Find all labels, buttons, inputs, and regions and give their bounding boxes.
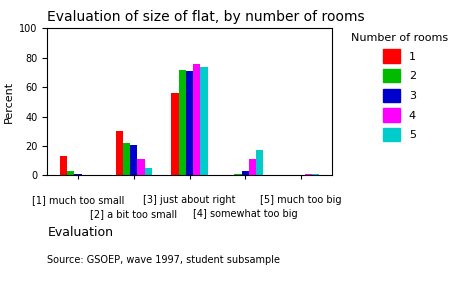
Bar	[116, 131, 123, 175]
Bar	[123, 143, 130, 175]
Legend: 1, 2, 3, 4, 5: 1, 2, 3, 4, 5	[349, 31, 450, 144]
Bar	[256, 151, 264, 175]
Bar	[137, 159, 145, 175]
Text: Source: GSOEP, wave 1997, student subsample: Source: GSOEP, wave 1997, student subsam…	[47, 255, 281, 265]
Bar	[249, 159, 256, 175]
Y-axis label: Percent: Percent	[4, 81, 14, 123]
Bar	[172, 93, 179, 175]
Bar	[145, 168, 152, 175]
Bar	[235, 174, 242, 175]
Bar	[74, 174, 82, 175]
Bar	[60, 156, 67, 175]
Bar	[193, 64, 201, 175]
Text: Evaluation of size of flat, by number of rooms: Evaluation of size of flat, by number of…	[47, 10, 365, 24]
Bar	[305, 174, 312, 175]
Bar	[312, 174, 319, 175]
Text: [5] much too big: [5] much too big	[260, 195, 342, 205]
Text: [4] somewhat too big: [4] somewhat too big	[193, 209, 298, 219]
Text: Evaluation: Evaluation	[47, 226, 113, 239]
Bar	[67, 171, 74, 175]
Text: [1] much too small: [1] much too small	[32, 195, 124, 205]
Bar	[242, 171, 249, 175]
Text: [3] just about right: [3] just about right	[143, 195, 236, 205]
Bar	[201, 67, 208, 175]
Bar	[186, 71, 193, 175]
Text: [2] a bit too small: [2] a bit too small	[90, 209, 177, 219]
Bar	[130, 145, 137, 175]
Bar	[179, 70, 186, 175]
